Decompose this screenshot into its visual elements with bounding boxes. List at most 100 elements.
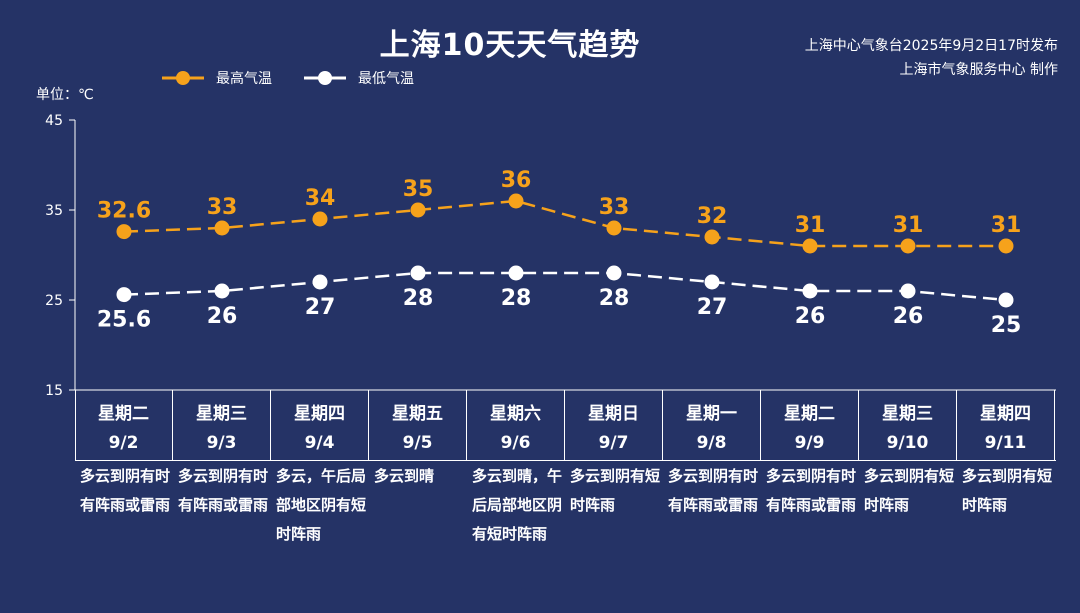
low-temp-point (508, 265, 524, 281)
low-temp-label: 25.6 (97, 308, 151, 333)
high-temp-label: 33 (207, 195, 238, 220)
legend-label-low: 最低气温 (358, 71, 414, 87)
weekday-label: 星期三 (196, 404, 247, 424)
day-cell: 星期二 9/2 (75, 390, 173, 460)
legend-marker-high (162, 71, 204, 85)
high-temp-point (508, 193, 524, 209)
high-temp-point (116, 224, 132, 240)
low-temp-label: 28 (599, 286, 630, 311)
high-temp-point (704, 229, 720, 245)
date-label: 9/3 (206, 433, 237, 453)
date-label: 9/6 (500, 433, 531, 453)
legend-item-low: 最低气温 (302, 68, 414, 88)
high-temp-point (802, 238, 818, 254)
weather-description: 多云到晴，午后局部地区阴有短时阵雨 (472, 467, 563, 543)
low-temp-label: 28 (403, 286, 434, 311)
low-temp-point (116, 287, 132, 303)
weather-description: 多云到阴有时有阵雨或雷雨 (668, 467, 759, 514)
high-temp-point (214, 220, 230, 236)
source-info: 上海中心气象台2025年9月2日17时发布 上海市气象服务中心 制作 (805, 34, 1058, 82)
high-temp-line (123, 199, 1006, 248)
weather-description: 多云到晴 (374, 467, 435, 485)
day-cell: 星期日 9/7 (565, 390, 663, 460)
high-temp-point (998, 238, 1014, 254)
weather-description: 多云到阴有短时阵雨 (864, 467, 955, 514)
low-temp-point (606, 265, 622, 281)
table-left-border (75, 390, 76, 460)
low-temp-label: 26 (795, 304, 826, 329)
date-label: 9/8 (696, 433, 727, 453)
high-temp-label: 36 (501, 168, 532, 193)
date-label: 9/2 (108, 433, 139, 453)
low-temp-point (704, 274, 720, 290)
high-temp-label: 31 (795, 213, 826, 238)
day-cell: 星期三 9/10 (859, 390, 957, 460)
day-cell: 星期三 9/3 (173, 390, 271, 460)
legend-item-high: 最高气温 (160, 68, 272, 88)
low-temp-label: 28 (501, 286, 532, 311)
low-temp-point (900, 283, 916, 299)
high-temp-point (900, 238, 916, 254)
low-temp-label: 26 (207, 304, 238, 329)
high-temp-label: 31 (991, 213, 1022, 238)
day-cell: 星期四 9/11 (957, 390, 1055, 460)
low-temp-label: 27 (305, 295, 336, 320)
high-temp-point (606, 220, 622, 236)
weekday-label: 星期日 (588, 404, 639, 424)
high-temp-label: 32.6 (97, 199, 151, 224)
high-temp-label: 33 (599, 195, 630, 220)
date-label: 9/7 (598, 433, 629, 453)
weather-description: 多云到阴有短时阵雨 (570, 467, 661, 514)
source-line-1: 上海中心气象台2025年9月2日17时发布 (804, 38, 1058, 54)
y-tick-label: 35 (45, 203, 63, 219)
chart-title: 上海10天天气趋势 (379, 28, 641, 63)
weekday-label: 星期六 (490, 404, 541, 424)
y-tick-label: 45 (45, 113, 63, 129)
high-temp-label: 31 (893, 213, 924, 238)
source-line-2: 上海市气象服务中心 制作 (899, 62, 1058, 78)
high-temp-point (410, 202, 426, 218)
date-label: 9/4 (304, 433, 335, 453)
weekday-label: 星期二 (784, 404, 835, 424)
low-temp-label: 25 (991, 313, 1022, 338)
low-temp-label: 26 (893, 304, 924, 329)
unit-label: 单位：℃ (36, 87, 94, 103)
high-temp-point (312, 211, 328, 227)
legend: 最高气温 最低气温 (160, 68, 444, 88)
low-temp-line (123, 271, 1007, 302)
weather-description: 多云到阴有时有阵雨或雷雨 (766, 467, 857, 514)
date-label: 9/9 (794, 433, 825, 453)
day-cell: 星期二 9/9 (761, 390, 859, 460)
weekday-label: 星期一 (686, 404, 737, 424)
weekday-label: 星期三 (882, 404, 933, 424)
weather-description: 多云到阴有时有阵雨或雷雨 (178, 467, 269, 514)
weekday-label: 星期二 (98, 404, 149, 424)
date-label: 9/5 (402, 433, 433, 453)
day-cell: 星期一 9/8 (663, 390, 761, 460)
weather-description: 多云到阴有短时阵雨 (962, 467, 1053, 514)
high-temp-label: 34 (305, 186, 336, 211)
day-cell: 星期六 9/6 (467, 390, 565, 460)
high-temp-label: 32 (697, 204, 728, 229)
weather-description: 多云，午后局部地区阴有短时阵雨 (276, 467, 367, 543)
day-cell: 星期五 9/5 (369, 390, 467, 460)
high-temp-label: 35 (403, 177, 434, 202)
low-temp-point (802, 283, 818, 299)
low-temp-point (312, 274, 328, 290)
low-temp-label: 27 (697, 295, 728, 320)
low-temp-point (998, 292, 1014, 308)
weather-description: 多云到阴有时有阵雨或雷雨 (80, 467, 171, 514)
weekday-label: 星期五 (392, 404, 443, 424)
y-tick-label: 15 (45, 383, 63, 399)
table-bottom-border (75, 460, 1056, 461)
legend-marker-low (304, 71, 346, 85)
date-label: 9/10 (886, 433, 929, 453)
y-tick-label: 25 (45, 293, 63, 309)
weekday-label: 星期四 (980, 404, 1031, 424)
low-temp-point (410, 265, 426, 281)
date-label: 9/11 (984, 433, 1027, 453)
day-cell: 星期四 9/4 (271, 390, 369, 460)
low-temp-point (214, 283, 230, 299)
legend-label-high: 最高气温 (216, 71, 272, 87)
